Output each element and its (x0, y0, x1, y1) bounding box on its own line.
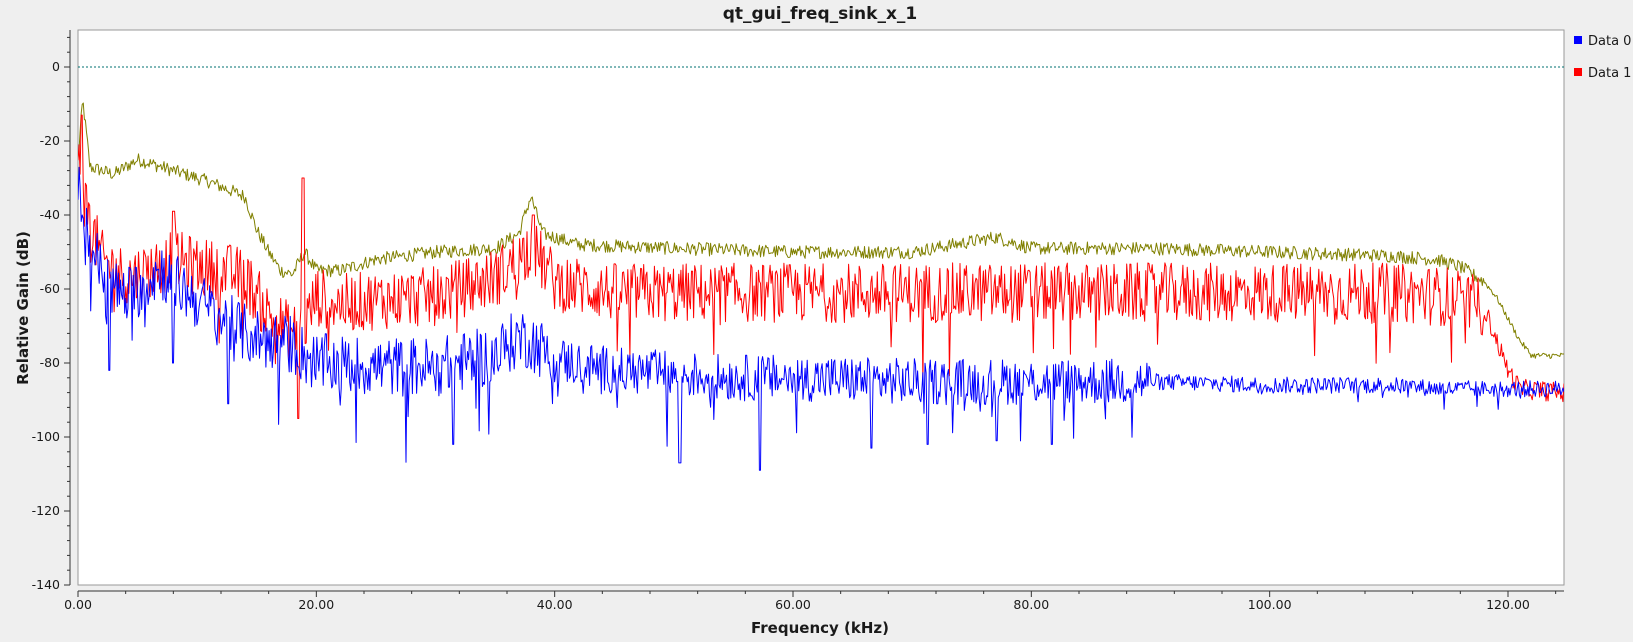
y-tick-label: -80 (40, 355, 60, 370)
y-tick-label: 0 (52, 59, 60, 74)
x-axis-label: Frequency (kHz) (751, 619, 889, 637)
x-tick-label: 0.00 (64, 597, 92, 612)
chart-title: qt_gui_freq_sink_x_1 (723, 4, 918, 24)
x-tick-label: 120.00 (1486, 597, 1530, 612)
legend: Data 0 Data 1 (1574, 34, 1631, 81)
y-tick-label: -60 (40, 281, 60, 296)
y-tick-label: -120 (32, 503, 60, 518)
legend-swatch (1574, 36, 1582, 44)
y-tick-label: -20 (40, 133, 60, 148)
legend-label: Data 1 (1588, 66, 1631, 81)
series-layer (78, 102, 1564, 471)
x-tick-label: 20.00 (298, 597, 334, 612)
x-tick-label: 60.00 (775, 597, 811, 612)
legend-label: Data 0 (1588, 34, 1631, 49)
series-data-0 (78, 166, 1564, 471)
x-tick-label: 80.00 (1013, 597, 1049, 612)
y-tick-label: -40 (40, 207, 60, 222)
y-tick-label: -100 (32, 429, 60, 444)
x-tick-label: 100.00 (1248, 597, 1292, 612)
x-axis: 0.00 20.00 40.00 60.00 80.00 100.00 120.00 (64, 590, 1564, 612)
y-tick-label: -140 (32, 577, 60, 592)
legend-swatch (1574, 68, 1582, 76)
y-axis-label: Relative Gain (dB) (14, 231, 32, 385)
series-max-hold (78, 102, 1564, 359)
series-data-1 (78, 114, 1564, 419)
y-axis: 0 -20 -40 -60 -80 -100 -120 -140 (32, 30, 71, 592)
x-tick-label: 40.00 (537, 597, 573, 612)
